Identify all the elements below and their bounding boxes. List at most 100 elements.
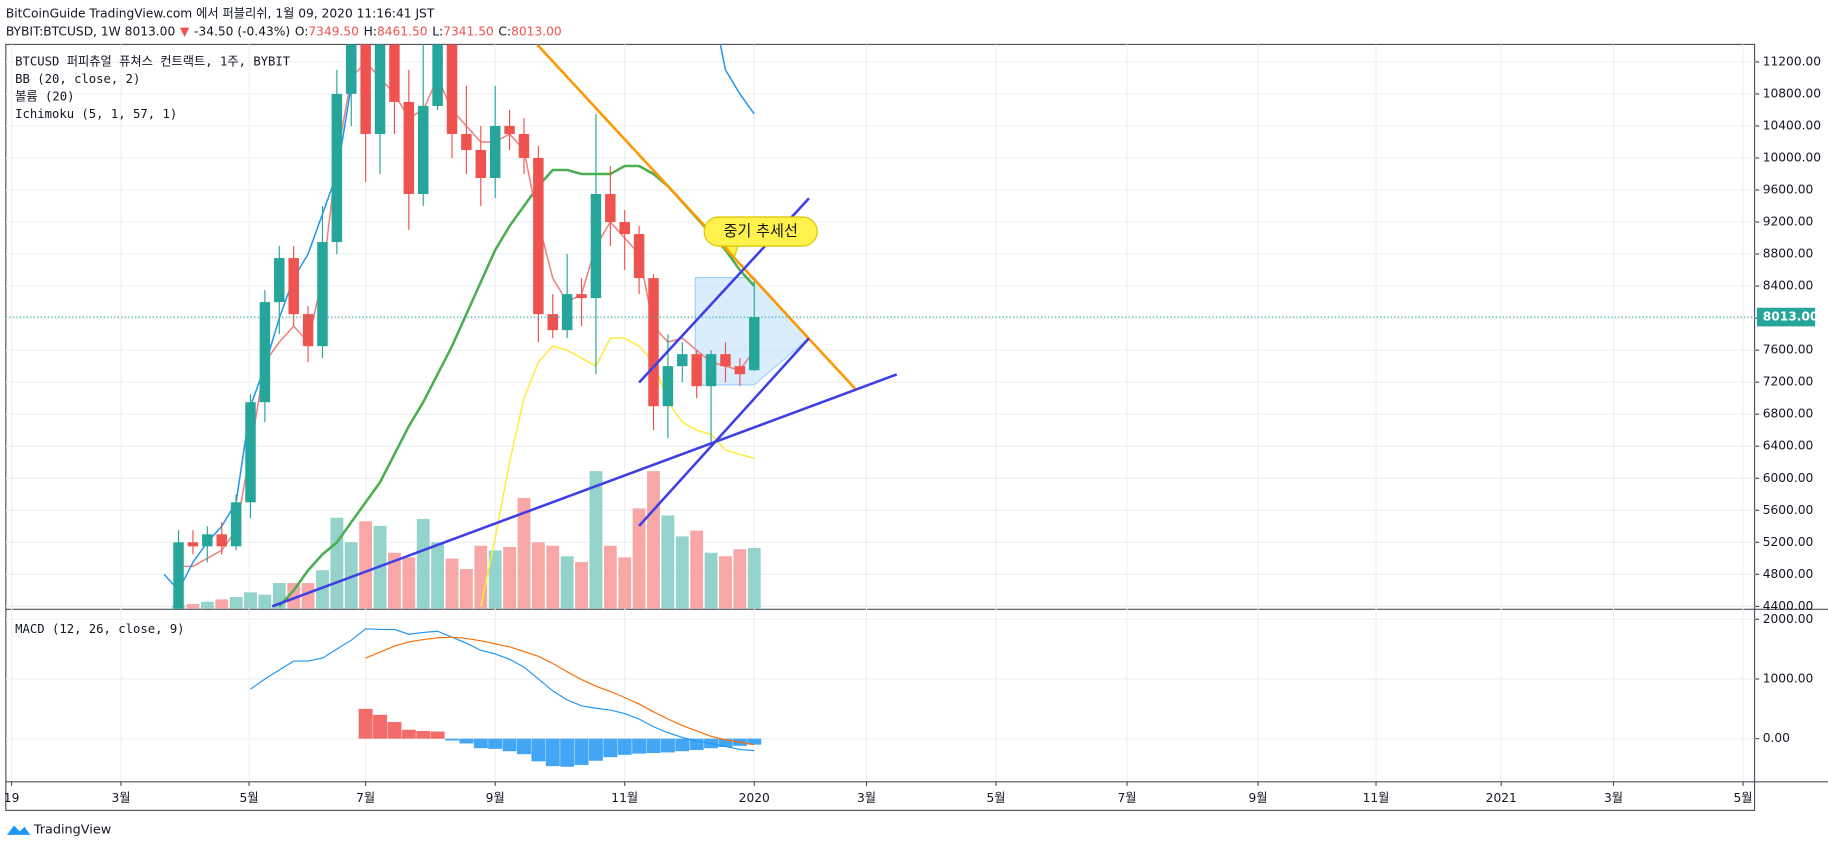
y-tick-label: 9200.00 <box>1763 215 1814 229</box>
volume-bar <box>560 556 574 609</box>
footer-logo <box>6 825 31 835</box>
candle-body <box>749 317 760 371</box>
candle-body <box>633 234 645 279</box>
macd-histogram-bar <box>401 729 416 739</box>
volume-bar <box>459 569 473 609</box>
candle-body <box>288 258 299 315</box>
annotation-text: 중기 추세선 <box>723 222 797 240</box>
x-tick-label: 2020 <box>739 791 770 805</box>
x-tick-label: 19 <box>4 791 20 805</box>
macd-histogram-bar <box>545 738 560 767</box>
candle-body <box>389 44 400 102</box>
y-tick-label: 11200.00 <box>1763 54 1821 68</box>
y-tick-label: 8400.00 <box>1763 279 1814 293</box>
candle-body <box>317 242 328 347</box>
volume-bar <box>575 562 588 609</box>
volume-bar <box>431 542 445 609</box>
candle-body <box>734 366 746 375</box>
footer-brand: TradingView <box>33 823 111 838</box>
macd-histogram-bar <box>459 738 474 744</box>
y-tick-label: 4400.00 <box>1763 599 1814 613</box>
macd-histogram-bar <box>675 738 690 752</box>
volume-bar <box>316 570 329 609</box>
y-tick-label: 9600.00 <box>1763 183 1814 197</box>
candle-body <box>374 44 386 134</box>
quote-part: L: <box>432 24 443 38</box>
volume-bar <box>229 597 243 609</box>
indicator-legend: 볼륨 (20) <box>15 89 74 103</box>
x-tick-label: 5월 <box>240 791 259 805</box>
x-tick-label: 11월 <box>611 791 638 805</box>
candle-body <box>360 44 371 134</box>
y-tick-label: 7200.00 <box>1763 375 1814 389</box>
trendline <box>271 373 898 608</box>
volume-bar <box>215 599 229 609</box>
macd-histogram-bar <box>473 738 488 749</box>
y-tick-label: 10400.00 <box>1763 118 1821 132</box>
macd-histogram-bar <box>516 738 531 755</box>
candle-body <box>259 302 271 403</box>
macd-histogram-bar <box>588 738 603 761</box>
candle-body <box>576 294 587 299</box>
macd-histogram-bar <box>416 730 431 739</box>
macd-line <box>250 628 755 752</box>
volume-bar <box>186 604 200 609</box>
y-tick-label: 7600.00 <box>1763 343 1814 357</box>
candle-body <box>331 93 343 243</box>
logo-icon <box>6 825 31 835</box>
x-tick-label: 7월 <box>1118 791 1137 805</box>
volume-bar <box>661 515 675 609</box>
candle-body <box>202 534 213 547</box>
volume-bar <box>546 545 560 609</box>
quote-part: ▼ <box>180 24 190 38</box>
candle-body <box>403 101 415 195</box>
volume-bar <box>301 583 315 609</box>
candle-body <box>662 366 674 407</box>
quote-part: 7349.50 <box>308 24 359 38</box>
volume-bar <box>445 558 459 609</box>
macd-histogram-bar <box>718 738 733 748</box>
candle-body <box>504 125 515 134</box>
candle-body <box>432 44 443 106</box>
candle-body <box>518 133 530 158</box>
quote-part: C: <box>498 24 511 38</box>
volume-bar <box>747 548 761 609</box>
volume-bar <box>359 521 373 609</box>
candle-body <box>187 542 199 547</box>
macd-histogram-bar <box>660 738 675 753</box>
macd-histogram-bar <box>603 738 618 758</box>
y-tick-label: 1000.00 <box>1763 671 1814 685</box>
y-tick-label: 0.00 <box>1763 731 1790 745</box>
macd-histogram-bar <box>747 738 762 745</box>
volume-bar <box>719 556 732 609</box>
volume-bar <box>690 530 704 609</box>
volume-bar <box>618 557 632 609</box>
macd-histogram-bar <box>430 731 445 739</box>
candle-body <box>461 133 472 150</box>
macd-histogram-bar <box>617 738 632 755</box>
x-tick-label: 3월 <box>111 791 130 805</box>
x-tick-label: 11월 <box>1363 791 1390 805</box>
volume-bar <box>330 517 344 609</box>
volume-bar <box>344 542 358 609</box>
x-tick-label: 9월 <box>1248 791 1267 805</box>
y-tick-label: 10800.00 <box>1763 86 1821 100</box>
volume-bar <box>632 508 646 609</box>
volume-bar <box>474 545 488 609</box>
quote-part: O: <box>295 24 309 38</box>
volume-bar <box>388 552 401 609</box>
candle-body <box>302 314 314 347</box>
macd-histogram-bar <box>373 714 388 739</box>
x-tick-label: 3월 <box>857 791 876 805</box>
volume-bar <box>531 542 545 609</box>
candle-body <box>216 534 227 547</box>
macd-histogram-bar <box>488 738 503 749</box>
trendline <box>638 337 810 527</box>
y-tick-label: 10000.00 <box>1763 150 1821 164</box>
candle-body <box>245 402 256 503</box>
volume-bar <box>488 550 502 609</box>
volume-bar <box>704 552 718 609</box>
volume-bar <box>402 557 416 609</box>
candle-body <box>475 149 487 179</box>
